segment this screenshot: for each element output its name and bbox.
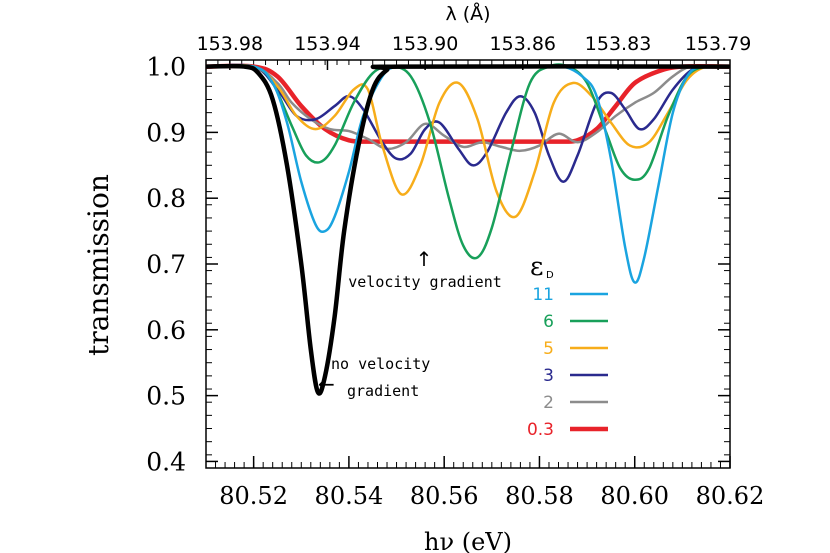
legend-title-subscript: D (546, 270, 554, 281)
legend-label-6: 6 (543, 312, 554, 332)
x-tick-label: 80.56 (410, 482, 479, 510)
series-group (206, 63, 730, 396)
top-tick-label: 153.83 (585, 33, 651, 55)
right-axis (718, 65, 730, 469)
y-tick-label: 1.0 (146, 53, 186, 82)
y-axis-label: transmission (82, 174, 115, 356)
x-axis-label: hν (eV) (424, 528, 512, 553)
series-line-6 (206, 63, 730, 260)
legend-label-3: 3 (543, 366, 554, 386)
series-line-no-gradient (206, 63, 730, 396)
top-tick-label: 153.90 (392, 33, 458, 55)
y-tick-label: 0.4 (146, 447, 186, 476)
top-axis-label: λ (Å) (445, 2, 490, 25)
velocity-gradient-label: velocity gradient (348, 273, 502, 291)
top-tick-label: 153.86 (490, 33, 556, 55)
legend-label-2: 2 (543, 393, 554, 413)
legend-label-11: 11 (532, 285, 554, 305)
x-tick-label: 80.62 (696, 482, 765, 510)
x-tick-label: 80.58 (505, 482, 574, 510)
top-tick-label: 153.98 (197, 33, 263, 55)
y-tick-label: 0.8 (146, 184, 186, 213)
series-line-0.3 (206, 63, 730, 144)
x-tick-label: 80.54 (315, 482, 384, 510)
y-tick-label: 0.7 (146, 250, 186, 279)
bottom-axis: 80.52 80.54 80.56 80.58 80.60 80.62 (205, 456, 765, 510)
y-tick-label: 0.9 (146, 118, 186, 147)
no-velocity-label-line2: gradient (347, 382, 419, 400)
top-tick-label: 153.79 (685, 33, 751, 55)
legend: ε D 11 6 5 3 2 0.3 (527, 252, 608, 440)
no-velocity-arrow: ← (318, 372, 335, 396)
series-line-5 (206, 63, 730, 219)
y-tick-label: 0.5 (146, 382, 186, 411)
legend-label-0.3: 0.3 (527, 420, 554, 440)
left-axis: 0.4 0.5 0.6 0.7 0.8 0.9 1.0 (146, 53, 218, 476)
top-tick-label: 153.94 (294, 33, 360, 55)
x-tick-label: 80.52 (219, 482, 288, 510)
legend-items: 11 6 5 3 2 0.3 (527, 285, 608, 440)
legend-title: ε (530, 252, 543, 282)
y-tick-label: 0.6 (146, 316, 186, 345)
legend-label-5: 5 (543, 339, 554, 359)
no-velocity-label-line1: no velocity (331, 355, 430, 373)
x-tick-label: 80.60 (600, 482, 669, 510)
velocity-gradient-arrow: ↑ (416, 247, 433, 271)
